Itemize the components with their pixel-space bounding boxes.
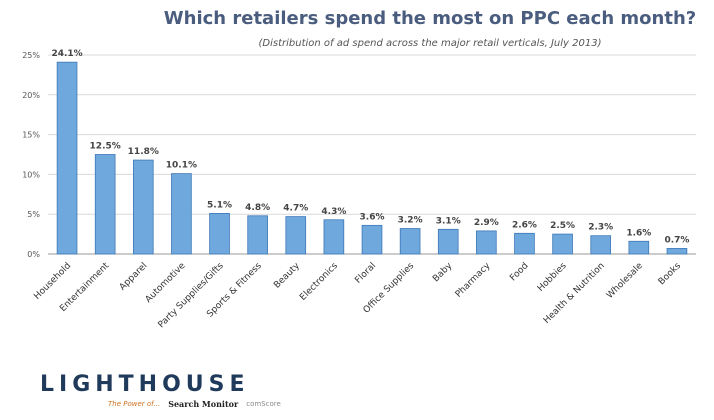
- data-label: 2.3%: [588, 223, 613, 233]
- bar: [666, 248, 688, 255]
- bar: [399, 228, 421, 255]
- chart-subtitle: (Distribution of ad spend across the maj…: [258, 38, 602, 49]
- bar: [132, 159, 154, 255]
- x-tick-label: Party Supplies/Gifts: [157, 261, 226, 330]
- data-label: 2.5%: [550, 221, 575, 231]
- x-tick-label: Floral: [353, 261, 378, 286]
- bar: [552, 233, 573, 255]
- comscore-logo: comScore: [246, 400, 281, 408]
- bar: [514, 232, 535, 255]
- data-label: 3.1%: [436, 216, 461, 226]
- y-tick-label: 15%: [22, 131, 40, 140]
- y-tick-label: 0%: [27, 250, 40, 259]
- powered-by-text: The Power of...: [108, 400, 161, 408]
- bar: [437, 228, 459, 255]
- data-label: 3.2%: [398, 216, 423, 226]
- y-tick-label: 5%: [27, 210, 40, 219]
- x-tick-label: Books: [657, 261, 683, 287]
- bar-chart: 0%5%10%15%20%25% 24.1%Household12.5%Enter…: [22, 49, 696, 330]
- lighthouse-logo: LIGHTHOUSE: [40, 372, 250, 397]
- bar: [171, 173, 192, 255]
- data-label: 10.1%: [166, 161, 197, 171]
- data-label: 4.8%: [245, 203, 270, 213]
- data-label: 3.6%: [360, 212, 385, 222]
- data-label: 2.9%: [474, 218, 499, 228]
- data-label: 11.8%: [128, 147, 159, 157]
- data-label: 12.5%: [90, 142, 121, 152]
- x-tick-label: Pharmacy: [454, 261, 493, 300]
- x-tick-label: Beauty: [272, 261, 302, 291]
- data-label: 5.1%: [207, 200, 232, 210]
- y-tick-label: 10%: [22, 170, 40, 179]
- x-tick-label: Food: [508, 261, 530, 283]
- x-tick-label: Baby: [431, 261, 455, 285]
- bar: [590, 235, 612, 255]
- data-label: 4.3%: [321, 207, 346, 217]
- chart-title: Which retailers spend the most on PPC ea…: [163, 8, 697, 29]
- bar: [209, 213, 230, 255]
- search-monitor-logo: Search Monitor: [168, 399, 239, 409]
- x-tick-label: Hobbies: [536, 261, 569, 294]
- data-label: 1.6%: [626, 228, 651, 238]
- bar: [323, 219, 345, 255]
- x-tick-label: Apparel: [118, 261, 150, 293]
- data-label: 24.1%: [51, 49, 82, 59]
- y-tick-label: 25%: [22, 51, 40, 60]
- y-tick-label: 20%: [22, 91, 40, 100]
- data-label: 4.7%: [283, 204, 308, 214]
- brand-text: LIGHTHOUSE: [40, 372, 250, 397]
- bar: [628, 240, 650, 255]
- bar: [476, 230, 497, 255]
- bar: [56, 61, 78, 255]
- x-tick-label: Electronics: [298, 261, 340, 303]
- x-tick-label: Household: [32, 261, 73, 302]
- bar: [247, 215, 268, 255]
- bar: [94, 154, 116, 255]
- data-label: 2.6%: [512, 220, 537, 230]
- bar: [361, 224, 383, 255]
- data-label: 0.7%: [664, 235, 689, 245]
- x-tick-label: Wholesale: [605, 261, 645, 301]
- bar: [285, 216, 307, 255]
- partner-logos: The Power of... Search Monitor comScore: [108, 399, 281, 409]
